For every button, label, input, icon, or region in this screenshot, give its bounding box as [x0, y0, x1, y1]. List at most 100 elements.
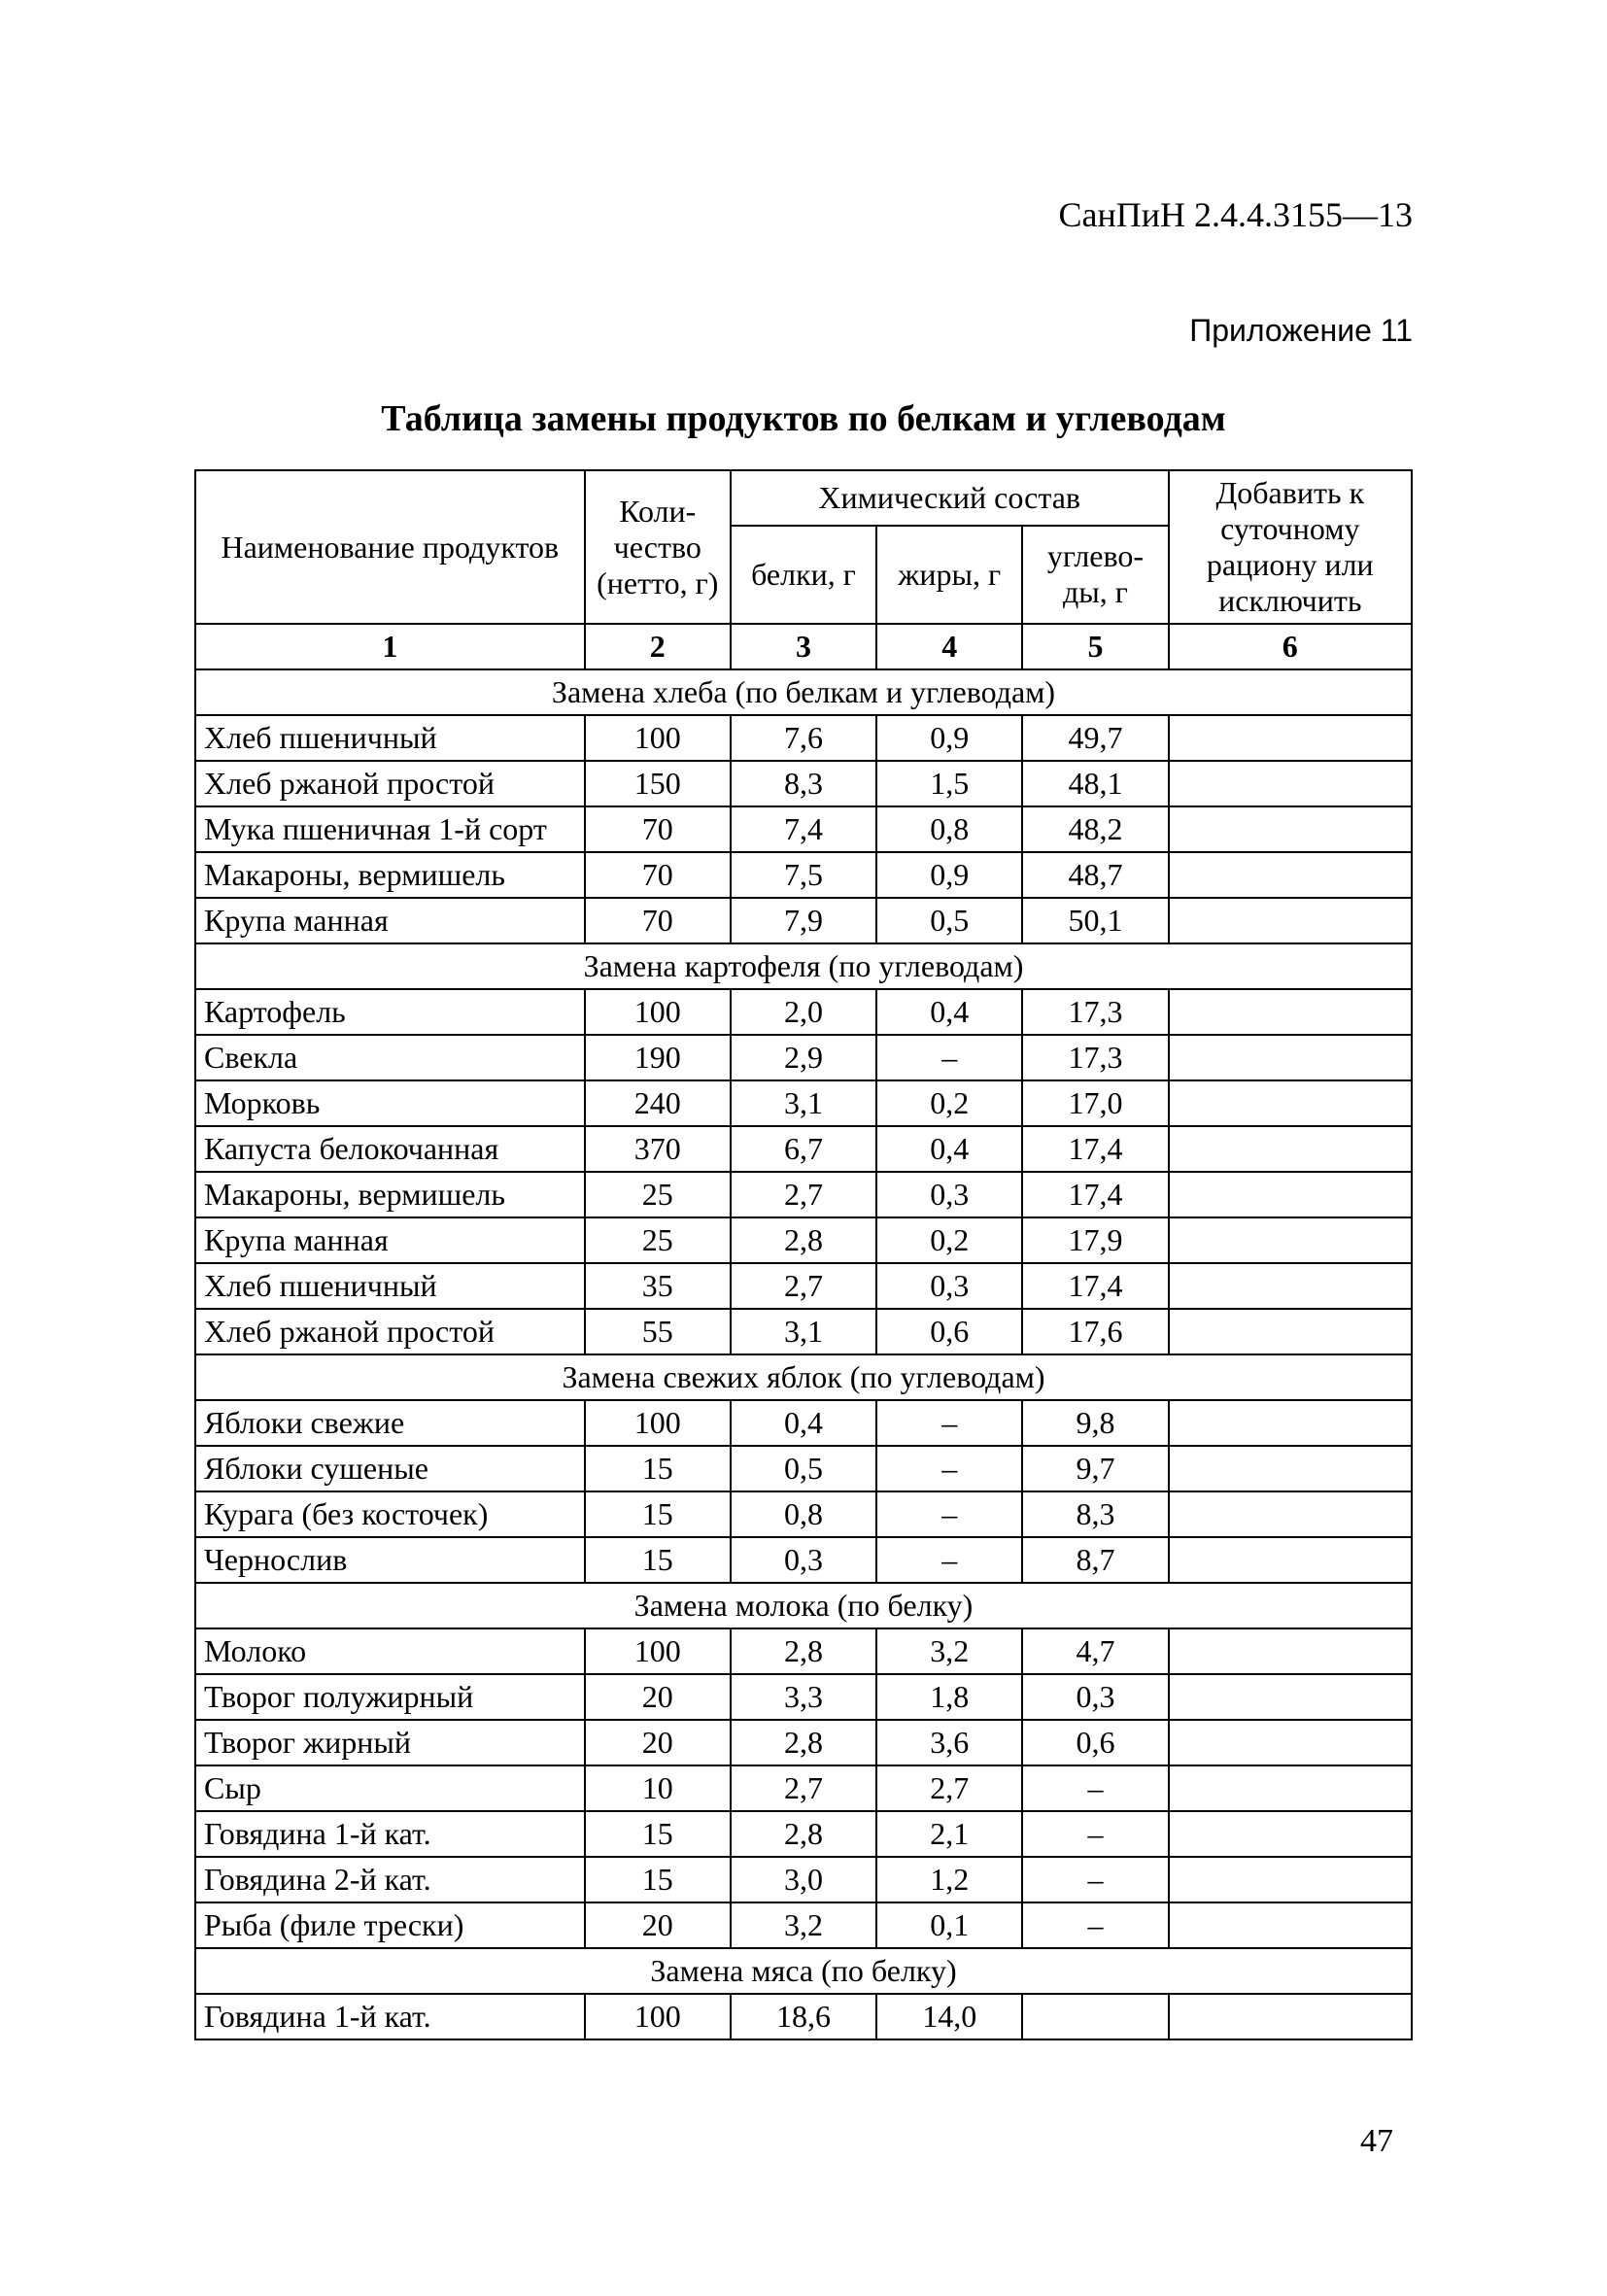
cell-carb: 17,0 — [1022, 1080, 1168, 1126]
table-row: Хлеб ржаной простой553,10,617,6 — [195, 1309, 1412, 1354]
table-row: Макароны, вермишель707,50,948,7 — [195, 852, 1412, 898]
table-row: Говядина 1-й кат.10018,614,0 — [195, 1994, 1412, 2039]
page-title: Таблица замены продуктов по белкам и угл… — [194, 397, 1413, 440]
cell-qty: 100 — [585, 1628, 731, 1674]
cell-protein: 3,1 — [731, 1080, 876, 1126]
cell-protein: 2,7 — [731, 1172, 876, 1217]
table-row: Капуста белокочанная3706,70,417,4 — [195, 1126, 1412, 1172]
header-qty: Коли­чество (нетто, г) — [585, 470, 731, 624]
cell-fat: 0,2 — [876, 1217, 1022, 1263]
cell-protein: 0,3 — [731, 1537, 876, 1583]
cell-protein: 8,3 — [731, 761, 876, 806]
cell-qty: 20 — [585, 1902, 731, 1948]
section-title: Замена молока (по белку) — [195, 1583, 1412, 1628]
appendix-label: Приложение 11 — [194, 313, 1413, 349]
cell-name: Картофель — [195, 989, 585, 1035]
cell-name: Яблоки сушеные — [195, 1446, 585, 1491]
substitution-table: Наименование продуктов Коли­чество (нетт… — [194, 469, 1413, 2040]
cell-carb: – — [1022, 1857, 1168, 1902]
cell-qty: 70 — [585, 852, 731, 898]
table-row: Говядина 2-й кат.153,01,2– — [195, 1857, 1412, 1902]
colnum-1: 1 — [195, 624, 585, 669]
cell-fat: – — [876, 1446, 1022, 1491]
header-name: Наименование продуктов — [195, 470, 585, 624]
cell-carb: 49,7 — [1022, 715, 1168, 761]
header-add: Добавить к суточному рациону или исключи… — [1169, 470, 1412, 624]
table-row: Молоко1002,83,24,7 — [195, 1628, 1412, 1674]
cell-name: Рыба (филе трески) — [195, 1902, 585, 1948]
cell-qty: 15 — [585, 1857, 731, 1902]
cell-protein: 2,8 — [731, 1811, 876, 1857]
cell-name: Творог жирный — [195, 1720, 585, 1765]
cell-qty: 70 — [585, 898, 731, 943]
cell-protein: 7,9 — [731, 898, 876, 943]
cell-carb: – — [1022, 1765, 1168, 1811]
cell-protein: 2,7 — [731, 1263, 876, 1309]
table-row: Хлеб пшеничный352,70,317,4 — [195, 1263, 1412, 1309]
cell-name: Мука пшеничная 1-й сорт — [195, 806, 585, 852]
cell-name: Сыр — [195, 1765, 585, 1811]
cell-name: Крупа манная — [195, 1217, 585, 1263]
colnum-2: 2 — [585, 624, 731, 669]
cell-carb: 9,7 — [1022, 1446, 1168, 1491]
cell-carb: 17,4 — [1022, 1172, 1168, 1217]
cell-qty: 240 — [585, 1080, 731, 1126]
cell-qty: 20 — [585, 1674, 731, 1720]
cell-carb: 50,1 — [1022, 898, 1168, 943]
cell-name: Свекла — [195, 1035, 585, 1080]
table-row: Картофель1002,00,417,3 — [195, 989, 1412, 1035]
cell-name: Молоко — [195, 1628, 585, 1674]
cell-carb: 17,6 — [1022, 1309, 1168, 1354]
cell-carb: 17,3 — [1022, 1035, 1168, 1080]
cell-carb: 8,3 — [1022, 1491, 1168, 1537]
cell-protein: 2,0 — [731, 989, 876, 1035]
cell-fat: 3,2 — [876, 1628, 1022, 1674]
document-id: СанПиН 2.4.4.3155—13 — [194, 194, 1413, 235]
cell-name: Говядина 1-й кат. — [195, 1994, 585, 2039]
section-title-row: Замена картофеля (по углеводам) — [195, 943, 1412, 989]
cell-carb: – — [1022, 1811, 1168, 1857]
cell-carb — [1022, 1994, 1168, 2039]
column-number-row: 1 2 3 4 5 6 — [195, 624, 1412, 669]
colnum-6: 6 — [1169, 624, 1412, 669]
cell-qty: 35 — [585, 1263, 731, 1309]
cell-name: Хлеб пшеничный — [195, 715, 585, 761]
cell-carb: 17,3 — [1022, 989, 1168, 1035]
cell-carb: 9,8 — [1022, 1400, 1168, 1446]
table-row: Говядина 1-й кат.152,82,1– — [195, 1811, 1412, 1857]
table-row: Мука пшеничная 1-й сорт707,40,848,2 — [195, 806, 1412, 852]
table-row: Творог полужирный203,31,80,3 — [195, 1674, 1412, 1720]
table-row: Чернослив150,3–8,7 — [195, 1537, 1412, 1583]
section-title: Замена картофеля (по углеводам) — [195, 943, 1412, 989]
cell-name: Крупа манная — [195, 898, 585, 943]
cell-add — [1169, 1126, 1412, 1172]
cell-qty: 20 — [585, 1720, 731, 1765]
cell-qty: 25 — [585, 1172, 731, 1217]
table-row: Крупа манная707,90,550,1 — [195, 898, 1412, 943]
cell-qty: 370 — [585, 1126, 731, 1172]
cell-add — [1169, 1309, 1412, 1354]
cell-fat: – — [876, 1400, 1022, 1446]
cell-carb: 0,6 — [1022, 1720, 1168, 1765]
cell-name: Хлеб ржаной простой — [195, 761, 585, 806]
cell-add — [1169, 1720, 1412, 1765]
section-title: Замена свежих яблок (по углеводам) — [195, 1354, 1412, 1400]
table-row: Свекла1902,9–17,3 — [195, 1035, 1412, 1080]
cell-add — [1169, 1628, 1412, 1674]
cell-fat: 1,5 — [876, 761, 1022, 806]
cell-qty: 100 — [585, 989, 731, 1035]
cell-qty: 190 — [585, 1035, 731, 1080]
cell-protein: 6,7 — [731, 1126, 876, 1172]
colnum-4: 4 — [876, 624, 1022, 669]
section-title-row: Замена свежих яблок (по углеводам) — [195, 1354, 1412, 1400]
cell-qty: 25 — [585, 1217, 731, 1263]
table-row: Яблоки сушеные150,5–9,7 — [195, 1446, 1412, 1491]
cell-add — [1169, 1217, 1412, 1263]
cell-qty: 100 — [585, 1994, 731, 2039]
cell-name: Курага (без косточек) — [195, 1491, 585, 1537]
cell-protein: 0,5 — [731, 1446, 876, 1491]
cell-protein: 2,8 — [731, 1217, 876, 1263]
cell-fat: 0,9 — [876, 715, 1022, 761]
cell-name: Хлеб пшеничный — [195, 1263, 585, 1309]
cell-qty: 150 — [585, 761, 731, 806]
